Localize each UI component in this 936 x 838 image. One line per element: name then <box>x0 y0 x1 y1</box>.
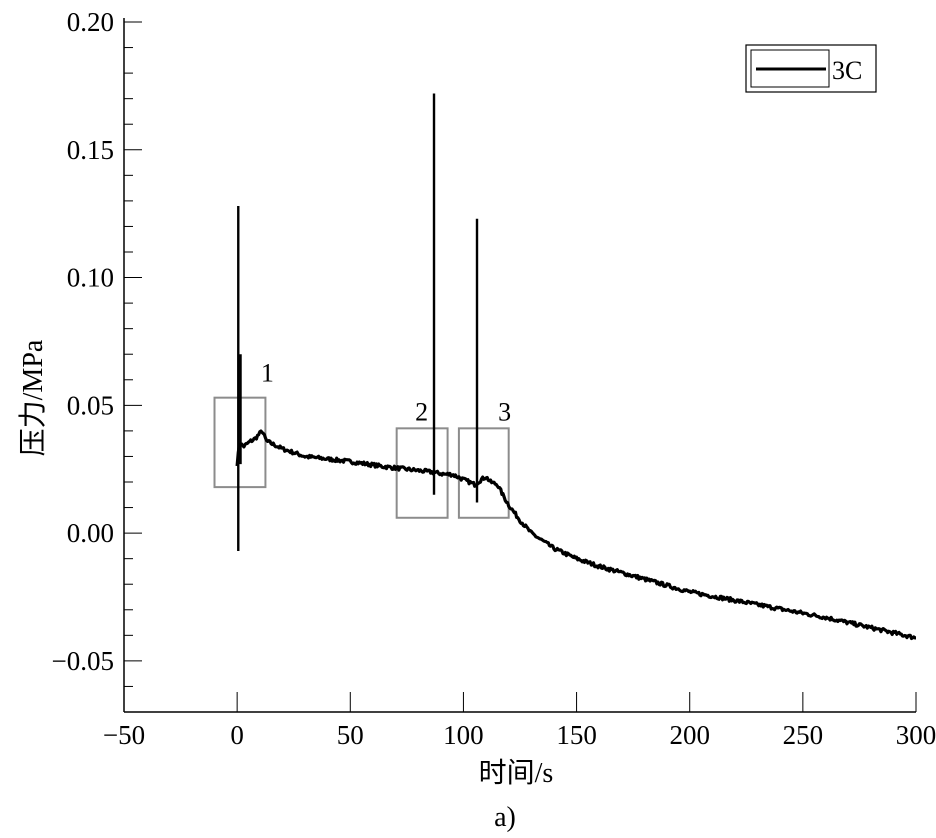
x-axis-label: 时间/s <box>479 757 554 789</box>
x-tick-label: 250 <box>783 720 824 750</box>
annotation-label-1: 1 <box>261 359 274 388</box>
series-line <box>235 429 917 641</box>
axes: −50 0 50 100 150 200 250 300 −0.05 0.00 0.05 0.10 0.… <box>52 7 936 750</box>
legend-inner-box <box>750 49 830 88</box>
x-tick-label: 50 <box>337 720 364 750</box>
x-tick-label: 200 <box>669 720 710 750</box>
y-tick-label: 0.05 <box>67 390 114 420</box>
y-tick-label: 0.20 <box>67 7 114 37</box>
x-tick-label: −50 <box>103 720 145 750</box>
annotation-label-3: 3 <box>498 397 511 426</box>
series-3c <box>235 93 917 641</box>
annotation-boxes: 1 2 3 <box>213 359 511 519</box>
y-tick-label: 0.00 <box>67 518 114 548</box>
x-tick-label: 100 <box>443 720 484 750</box>
figure-caption: a) <box>494 802 516 833</box>
x-tick-label: 150 <box>556 720 597 750</box>
x-tick-label: 0 <box>230 720 244 750</box>
y-tick-label: 0.10 <box>67 263 114 293</box>
annotation-label-2: 2 <box>415 397 428 426</box>
legend: 3C <box>745 44 877 93</box>
y-tick-label: 0.15 <box>67 135 114 165</box>
x-tick-label: 300 <box>896 720 936 750</box>
y-tick-label: −0.05 <box>52 646 114 676</box>
y-axis-label: 压力/MPa <box>17 339 49 456</box>
legend-label: 3C <box>832 56 862 85</box>
annotation-box-3 <box>457 427 510 519</box>
